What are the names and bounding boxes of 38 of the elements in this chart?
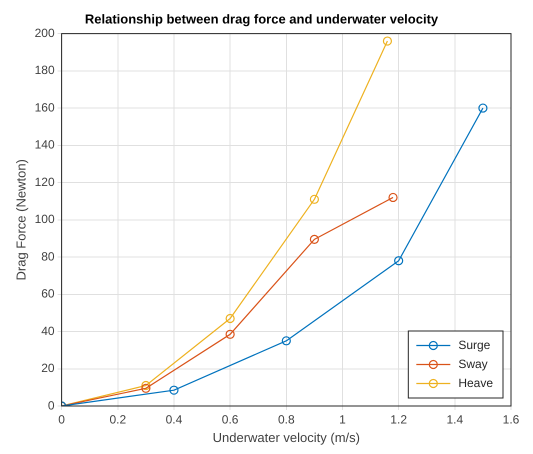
- point: [169, 386, 179, 395]
- point: [394, 256, 404, 266]
- x-tick-label: 0: [58, 412, 66, 427]
- y-tick-label: 40: [41, 324, 55, 338]
- y-axis-title: Drag Force (Newton): [13, 159, 28, 280]
- point: [382, 36, 392, 46]
- legend-label: Surge: [458, 338, 491, 352]
- y-tick-label: 120: [34, 174, 55, 189]
- legend-label: Heave: [458, 376, 494, 390]
- legend-label: Sway: [458, 356, 488, 371]
- x-tick-label: 0.6: [222, 412, 239, 427]
- y-tick-label: 160: [34, 100, 55, 114]
- point: [310, 234, 319, 244]
- y-tick-label: 60: [41, 286, 55, 301]
- point: [388, 192, 398, 202]
- x-tick-label: 0.8: [278, 412, 295, 427]
- point: [282, 336, 291, 346]
- x-tick-label: 0.4: [166, 412, 183, 427]
- x-tick-label: 1.6: [502, 412, 520, 427]
- point: [226, 330, 235, 339]
- point: [141, 384, 150, 393]
- point: [141, 380, 150, 390]
- point: [226, 314, 235, 324]
- x-tick-label: 1: [339, 412, 346, 427]
- y-tick-label: 200: [34, 26, 55, 40]
- y-tick-label: 140: [34, 138, 55, 152]
- y-tick-label: 80: [41, 249, 55, 264]
- y-tick-label: 0: [48, 398, 55, 412]
- point: [478, 103, 488, 113]
- x-tick-label: 1.4: [446, 412, 464, 427]
- y-tick-label: 100: [34, 212, 55, 226]
- chart-title: Relationship between drag force and underwater velocity: [84, 11, 439, 26]
- x-tick-label: 0.2: [109, 412, 126, 427]
- point: [310, 194, 319, 204]
- x-axis-title: Underwater velocity (m/s): [212, 430, 360, 445]
- x-tick-label: 1.2: [390, 412, 408, 427]
- y-tick-label: 20: [41, 361, 55, 376]
- y-tick-label: 180: [34, 63, 55, 78]
